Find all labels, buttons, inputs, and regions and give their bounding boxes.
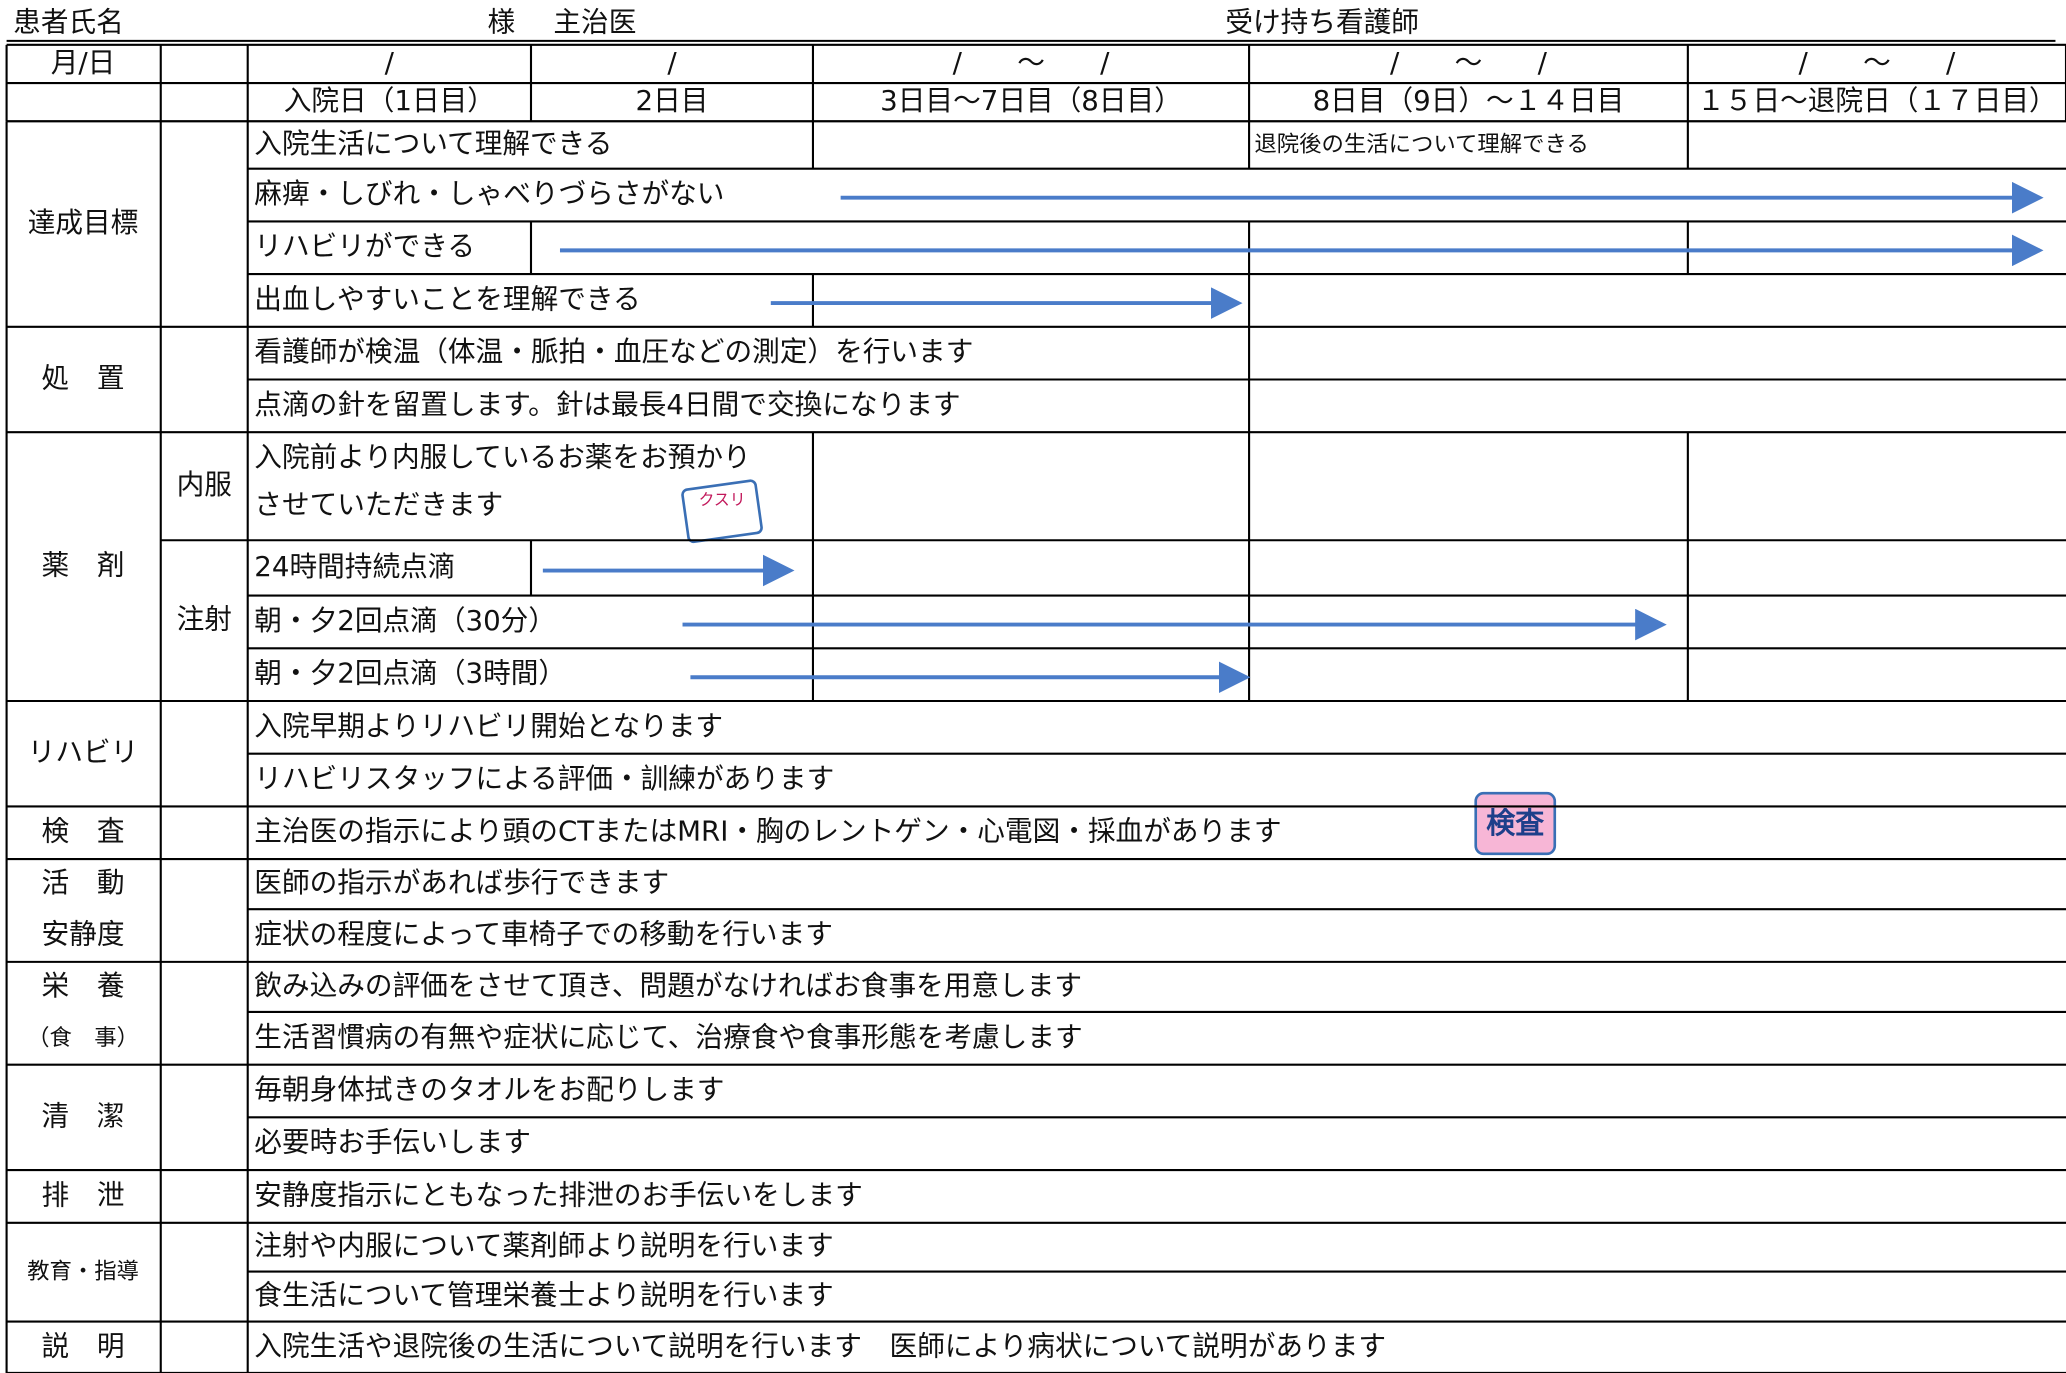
patient-label: 患者氏名 xyxy=(13,6,124,39)
section-label: 説 明 xyxy=(42,1329,125,1362)
section-label: 排 泄 xyxy=(42,1178,125,1211)
row-text: 必要時お手伝いします xyxy=(254,1126,531,1159)
row-text: 症状の程度によって車椅子での移動を行います xyxy=(254,918,833,951)
row-text: 点滴の針を留置します。針は最長4日間で交換になります xyxy=(254,388,960,421)
row-text: 看護師が検温（体温・脈拍・血圧などの測定）を行います xyxy=(254,335,973,368)
day-label: １５日～退院日（１７日目） xyxy=(1697,84,2057,117)
section-label: 薬 剤 xyxy=(42,549,125,582)
date-label: 月/日 xyxy=(51,46,116,79)
row-text: 安静度指示にともなった排泄のお手伝いをします xyxy=(254,1178,862,1211)
row-text: 退院後の生活について理解できる xyxy=(1254,131,1589,157)
row-text: 入院生活について理解できる xyxy=(254,127,612,160)
exam-icon-text: 検査 xyxy=(1486,806,1544,840)
section-label: 安静度 xyxy=(42,918,125,951)
row-text: 注射や内服について薬剤師より説明を行います xyxy=(254,1229,833,1262)
row-text: 朝・夕2回点滴（30分） xyxy=(254,604,556,637)
date-slot: / ～ / xyxy=(953,46,1111,79)
section-label: 処 置 xyxy=(42,361,125,394)
row-text: リハビリスタッフによる評価・訓練があります xyxy=(254,762,834,795)
day-label: 入院日（1日目） xyxy=(284,84,495,117)
date-slot: / ～ / xyxy=(1390,46,1548,79)
section-label: （食 事） xyxy=(27,1025,139,1051)
row-text: 24時間持続点滴 xyxy=(254,550,455,583)
section-label: 検 査 xyxy=(42,815,125,848)
row-text: 飲み込みの評価をさせて頂き、問題がなければお食事を用意します xyxy=(254,969,1082,1002)
day-label: 3日目～7日目（8日目） xyxy=(880,84,1182,117)
sama-label: 様 xyxy=(488,6,516,39)
medicine-icon-text: クスリ xyxy=(699,490,746,509)
row-text: 生活習慣病の有無や症状に応じて、治療食や食事形態を考慮します xyxy=(254,1020,1082,1053)
doctor-label: 主治医 xyxy=(553,6,636,39)
exam-icon: 検査 xyxy=(1474,791,1557,856)
row-text: 入院生活や退院後の生活について説明を行います 医師により病状について説明がありま… xyxy=(254,1329,1386,1362)
row-text: 入院早期よりリハビリ開始となります xyxy=(254,709,723,742)
row-text: 朝・夕2回点滴（3時間） xyxy=(254,657,566,690)
day-label: 2日目 xyxy=(636,84,709,117)
row-text: 主治医の指示により頭のCTまたはMRI・胸のレントゲン・心電図・採血があります xyxy=(254,815,1281,848)
section-label: 栄 養 xyxy=(42,969,125,1002)
row-text: 麻痺・しびれ・しゃべりづらさがない xyxy=(254,177,724,210)
section-label: 清 潔 xyxy=(42,1099,125,1132)
section-label: リハビリ xyxy=(28,736,139,769)
nurse-label: 受け持ち看護師 xyxy=(1225,6,1419,39)
row-text: 入院前より内服しているお薬をお預かり xyxy=(254,441,750,474)
medicine-icon: クスリ xyxy=(681,479,763,544)
sub-label: 注射 xyxy=(177,603,232,636)
row-text: 医師の指示があれば歩行できます xyxy=(254,866,669,899)
date-slot: / xyxy=(385,46,395,79)
section-label: 教育・指導 xyxy=(27,1259,139,1285)
section-label: 活 動 xyxy=(42,866,125,899)
day-label: 8日目（9日）～１４日目 xyxy=(1313,84,1625,117)
row-text: させていただきます xyxy=(254,488,503,521)
sub-label: 内服 xyxy=(177,468,232,501)
date-slot: / xyxy=(667,46,677,79)
section-label: 達成目標 xyxy=(28,206,139,239)
row-text: 食生活について管理栄養士より説明を行います xyxy=(254,1279,833,1312)
row-text: リハビリができる xyxy=(254,230,475,263)
row-text: 毎朝身体拭きのタオルをお配りします xyxy=(254,1073,724,1106)
row-text: 出血しやすいことを理解できる xyxy=(254,282,640,315)
date-slot: / ～ / xyxy=(1798,46,1956,79)
